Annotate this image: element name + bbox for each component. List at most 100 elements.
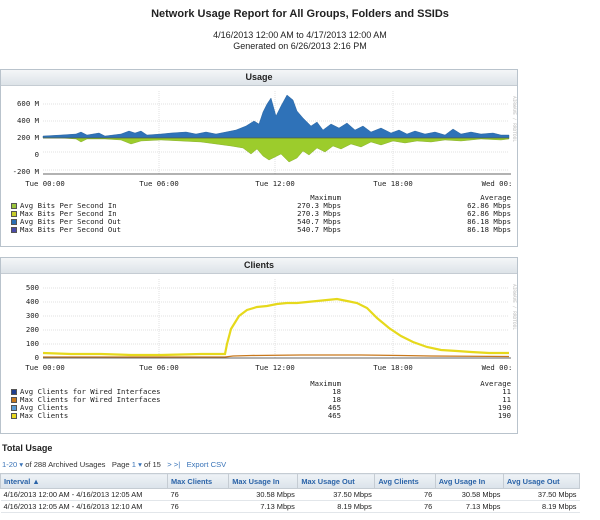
column-header-max-usage-out[interactable]: Max Usage Out — [297, 473, 376, 489]
report-title: Network Usage Report for All Groups, Fol… — [151, 8, 449, 20]
usage-graph: 600 M 400 M 200 M 0 -200 M Tue 00:00 Tue… — [13, 91, 517, 188]
clients-x-tick: Tue 18:00 — [373, 363, 413, 372]
column-header-max-usage-in[interactable]: Max Usage In — [228, 473, 299, 489]
clients-y-tick: 300 — [26, 311, 39, 320]
range-selector-link[interactable]: 1-20 — [2, 460, 18, 469]
usage-y-tick: 200 M — [17, 133, 40, 142]
legend-maximum-value: 540.7 Mbps — [297, 225, 341, 234]
usage-y-axis: 600 M 400 M 200 M 0 -200 M — [13, 99, 40, 176]
clients-y-axis: 500 400 300 200 100 0 — [26, 283, 39, 362]
legend-maximum-value: 270.3 Mbps — [297, 201, 341, 210]
cell-max-usage-out: 8.19 Mbps — [297, 500, 375, 513]
next-page-button[interactable]: > — [167, 460, 172, 469]
legend-average-value: 86.18 Mbps — [467, 225, 511, 234]
clients-side-label: AIRWAVE / RRDTOOL — [511, 284, 517, 330]
clients-y-tick: 0 — [35, 353, 39, 362]
cell-interval: 4/16/2013 12:00 AM - 4/16/2013 12:05 AM — [0, 488, 168, 501]
legend-average-value: 62.86 Mbps — [467, 209, 511, 218]
usage-panel-title: Usage — [1, 70, 517, 86]
table-header-row: Interval ▲ Max Clients Max Usage In Max … — [0, 473, 581, 489]
range-dropdown-icon[interactable]: ▾ — [19, 460, 24, 469]
clients-panel: Clients 500 400 300 200 100 0 Tue 00:00 … — [0, 257, 518, 434]
archived-count-text: of 288 Archived Usages — [25, 460, 106, 469]
legend-series-name: Max Bits Per Second Out — [20, 225, 122, 234]
usage-legend-item: Max Bits Per Second Out 540.7 Mbps 86.18… — [11, 225, 511, 234]
legend-average-value: 11 — [502, 387, 511, 396]
legend-swatch-icon — [11, 389, 17, 395]
legend-maximum-value: 270.3 Mbps — [297, 209, 341, 218]
usage-out-area — [42, 94, 510, 139]
legend-series-name: Max Bits Per Second In — [20, 209, 117, 218]
column-header-max-clients[interactable]: Max Clients — [166, 473, 230, 489]
usage-y-tick: -200 M — [13, 167, 40, 176]
usage-legend-header: Maximum Average — [11, 193, 511, 202]
cell-avg-clients: 76 — [374, 488, 436, 501]
clients-grid — [43, 279, 509, 358]
usage-x-tick: Tue 06:00 — [139, 179, 179, 188]
column-header-avg-usage-out[interactable]: Avg Usage Out — [502, 473, 581, 489]
legend-maximum-header: Maximum — [310, 193, 341, 202]
usage-x-tick: Wed 00: — [482, 179, 513, 188]
cell-avg-clients: 76 — [374, 500, 436, 513]
clients-y-tick: 200 — [26, 325, 39, 334]
total-usage-table: Interval ▲ Max Clients Max Usage In Max … — [0, 473, 581, 513]
legend-series-name: Avg Clients — [20, 403, 69, 412]
report-generated-time: Generated on 6/26/2013 2:16 PM — [233, 41, 367, 51]
cell-interval: 4/16/2013 12:05 AM - 4/16/2013 12:10 AM — [0, 500, 168, 513]
clients-legend-header: Maximum Average — [11, 379, 511, 388]
usage-in-area — [43, 137, 510, 163]
clients-legend-item: Max Clients for Wired Interfaces 18 11 — [11, 395, 511, 404]
clients-panel-title: Clients — [1, 258, 517, 274]
total-usage-title: Total Usage — [2, 443, 53, 453]
clients-legend-item: Avg Clients for Wired Interfaces 18 11 — [11, 387, 511, 396]
usage-x-tick: Tue 12:00 — [255, 179, 295, 188]
legend-maximum-value: 465 — [327, 403, 341, 412]
last-page-button[interactable]: >| — [173, 460, 181, 469]
usage-legend-item: Max Bits Per Second In 270.3 Mbps 62.86 … — [11, 209, 511, 218]
usage-legend: Maximum Average Avg Bits Per Second In 2… — [11, 193, 511, 234]
legend-maximum-value: 18 — [332, 387, 341, 396]
legend-average-value: 86.18 Mbps — [467, 217, 511, 226]
cell-max-usage-in: 7.13 Mbps — [228, 500, 298, 513]
clients-y-tick: 400 — [26, 297, 39, 306]
legend-swatch-icon — [11, 211, 17, 217]
legend-average-header: Average — [480, 379, 511, 388]
clients-legend: Maximum Average Avg Clients for Wired In… — [11, 379, 511, 420]
cell-avg-usage-out: 37.50 Mbps — [503, 488, 580, 501]
cell-max-clients: 76 — [167, 488, 229, 501]
clients-x-tick: Tue 00:00 — [25, 363, 65, 372]
cell-max-usage-in: 30.58 Mbps — [228, 488, 298, 501]
clients-legend-item: Max Clients 465 190 — [11, 411, 511, 420]
legend-series-name: Max Clients — [20, 411, 69, 420]
legend-swatch-icon — [11, 227, 17, 233]
table-row: 4/16/2013 12:05 AM - 4/16/2013 12:10 AM … — [0, 500, 580, 513]
clients-x-axis: Tue 00:00 Tue 06:00 Tue 12:00 Tue 18:00 … — [25, 363, 512, 372]
clients-legend-item: Avg Clients 465 190 — [11, 403, 511, 412]
clients-y-tick: 500 — [26, 283, 39, 292]
legend-swatch-icon — [11, 405, 17, 411]
usage-y-tick: 600 M — [17, 99, 40, 108]
column-header-interval[interactable]: Interval ▲ — [0, 473, 168, 489]
cell-max-usage-out: 37.50 Mbps — [297, 488, 375, 501]
clients-y-tick: 100 — [26, 339, 39, 348]
usage-x-axis: Tue 00:00 Tue 06:00 Tue 12:00 Tue 18:00 … — [25, 179, 512, 188]
page-number-select[interactable]: 1 — [131, 460, 136, 469]
sort-ascending-icon[interactable]: ▲ — [32, 476, 40, 486]
clients-total-line — [42, 297, 509, 357]
page-count-text: of 15 — [144, 460, 161, 469]
legend-swatch-icon — [11, 397, 17, 403]
usage-panel: Usage 600 M 400 M 200 M 0 -200 M Tue 00:… — [0, 69, 518, 247]
legend-maximum-value: 540.7 Mbps — [297, 217, 341, 226]
legend-maximum-value: 18 — [332, 395, 341, 404]
legend-series-name: Avg Clients for Wired Interfaces — [20, 387, 161, 396]
export-csv-link[interactable]: Export CSV — [186, 460, 227, 469]
report-date-range: 4/16/2013 12:00 AM to 4/17/2013 12:00 AM — [213, 30, 387, 40]
legend-maximum-value: 465 — [327, 411, 341, 420]
legend-average-value: 11 — [502, 395, 511, 404]
clients-graph: 500 400 300 200 100 0 Tue 00:00 Tue 06:0… — [25, 279, 517, 372]
page-dropdown-icon[interactable]: ▾ — [138, 460, 142, 469]
legend-maximum-header: Maximum — [310, 379, 341, 388]
column-header-avg-clients[interactable]: Avg Clients — [374, 473, 436, 489]
legend-average-value: 190 — [497, 411, 511, 420]
column-header-avg-usage-in[interactable]: Avg Usage In — [434, 473, 504, 489]
